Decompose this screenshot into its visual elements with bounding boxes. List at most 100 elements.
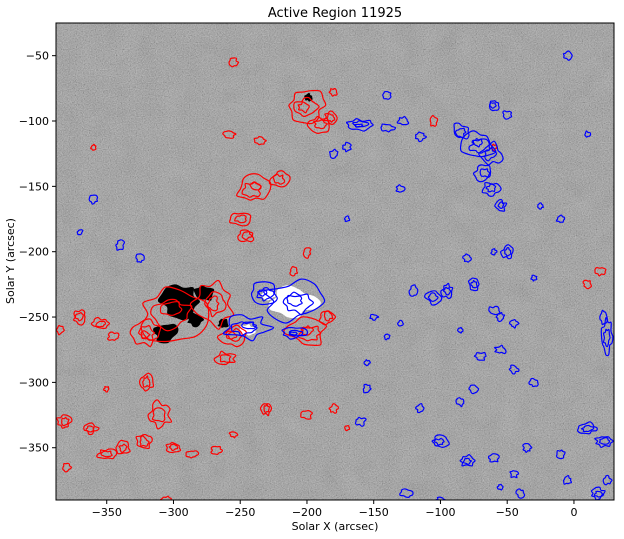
negative-contour-18 — [138, 372, 155, 392]
positive-contour-53 — [600, 317, 614, 357]
negative-contour-29 — [115, 439, 131, 455]
plot-area — [56, 23, 614, 500]
x-tick-label: −300 — [158, 506, 188, 519]
y-axis-ticks: −50 −100 −150 −200 −250 −300 −350 — [19, 50, 56, 455]
negative-contour-16 — [228, 57, 240, 68]
strong-positive-patch-2 — [261, 289, 276, 301]
positive-contour-14 — [488, 100, 500, 112]
negative-contour-20 — [135, 433, 153, 450]
negative-contour-0 — [140, 286, 210, 343]
positive-contour-57 — [399, 488, 414, 499]
positive-contour-4 — [345, 117, 374, 132]
x-tick-label: −100 — [425, 506, 455, 519]
negative-contour-2 — [129, 318, 162, 348]
strong-positive-flux-layer — [239, 285, 321, 336]
strong-negative-patch-3 — [186, 312, 205, 328]
positive-contour-20 — [488, 305, 501, 316]
negative-contour-layer — [56, 57, 607, 500]
positive-contour-51 — [576, 421, 598, 435]
positive-contour-59 — [515, 488, 526, 499]
negative-contour-28 — [96, 448, 118, 460]
x-axis-label: Solar X (arcsec) — [292, 520, 379, 533]
x-axis-ticks: −350 −300 −250 −200 −150 −100 −50 0 — [92, 500, 577, 519]
positive-contour-22 — [508, 318, 520, 329]
positive-contour-43 — [455, 397, 465, 408]
positive-contour-27 — [329, 148, 339, 160]
negative-contour-26 — [56, 414, 73, 429]
negative-contour-23 — [210, 445, 224, 456]
negative-contour-17 — [328, 87, 338, 97]
positive-contour-40 — [487, 453, 500, 463]
negative-contour-11 — [268, 170, 291, 188]
positive-contour-9 — [459, 130, 497, 158]
strong-negative-patch-1 — [153, 323, 179, 344]
negative-contour-36 — [302, 247, 312, 259]
positive-contour-66 — [456, 326, 464, 334]
positive-contour-69 — [562, 50, 573, 61]
positive-contour-68 — [490, 248, 498, 256]
positive-contour-18 — [440, 282, 454, 300]
strong-positive-patch-0 — [268, 285, 321, 319]
x-tick-label: 0 — [570, 506, 577, 519]
positive-contour-23 — [500, 244, 514, 260]
negative-contour-46 — [328, 403, 340, 414]
negative-contour-1 — [189, 279, 235, 330]
negative-contour-6 — [213, 350, 237, 366]
y-tick-label: −200 — [19, 246, 49, 259]
negative-contour-32 — [72, 309, 86, 326]
negative-contour-35 — [56, 324, 65, 336]
x-tick-label: −350 — [92, 506, 122, 519]
positive-contour-67 — [530, 274, 538, 282]
positive-contour-35 — [362, 383, 372, 394]
positive-contour-layer — [76, 50, 614, 500]
negative-contour-34 — [106, 331, 120, 341]
negative-contour-40 — [594, 266, 607, 277]
negative-contour-27 — [83, 422, 100, 436]
positive-contour-6 — [396, 115, 410, 126]
positive-contour-15 — [502, 110, 513, 120]
positive-contour-1 — [222, 314, 275, 342]
positive-contour-52 — [594, 436, 614, 449]
positive-contour-70 — [584, 130, 592, 138]
positive-contour-19 — [467, 277, 480, 292]
positive-contour-49 — [555, 449, 566, 460]
y-tick-label: −350 — [19, 442, 49, 455]
positive-contour-47 — [508, 364, 520, 375]
y-tick-label: −300 — [19, 376, 49, 389]
positive-contour-5 — [380, 123, 397, 133]
negative-contour-37 — [289, 265, 299, 277]
x-tick-label: −150 — [359, 506, 389, 519]
y-tick-label: −250 — [19, 311, 49, 324]
positive-contour-7 — [414, 131, 428, 143]
positive-contour-3 — [281, 326, 309, 340]
negative-contour-43 — [102, 385, 110, 393]
positive-contour-12 — [481, 181, 502, 197]
negative-contour-7 — [288, 89, 327, 125]
positive-contour-30 — [343, 215, 351, 223]
positive-contour-64 — [363, 359, 371, 367]
positive-contour-65 — [369, 313, 380, 321]
negative-contour-42 — [90, 143, 97, 151]
positive-contour-33 — [88, 194, 99, 205]
y-axis-label: Solar Y (arcsec) — [4, 218, 17, 304]
positive-contour-39 — [459, 453, 476, 467]
x-tick-label: −200 — [292, 506, 322, 519]
y-tick-label: −100 — [19, 115, 49, 128]
positive-contour-41 — [509, 470, 520, 479]
negative-contour-24 — [259, 403, 273, 417]
positive-contour-29 — [382, 90, 392, 100]
positive-contour-42 — [522, 442, 533, 454]
negative-contour-10 — [236, 173, 272, 201]
positive-contour-13 — [494, 199, 508, 212]
negative-contour-13 — [237, 229, 255, 243]
positive-contour-26 — [395, 184, 406, 193]
positive-contour-48 — [528, 377, 539, 388]
y-tick-label: −150 — [19, 180, 49, 193]
positive-contour-61 — [396, 319, 404, 327]
x-tick-label: −250 — [225, 506, 255, 519]
positive-contour-63 — [537, 202, 545, 210]
negative-contour-19 — [147, 399, 173, 430]
positive-contour-56 — [602, 474, 613, 486]
chart-title: Active Region 11925 — [268, 6, 402, 21]
